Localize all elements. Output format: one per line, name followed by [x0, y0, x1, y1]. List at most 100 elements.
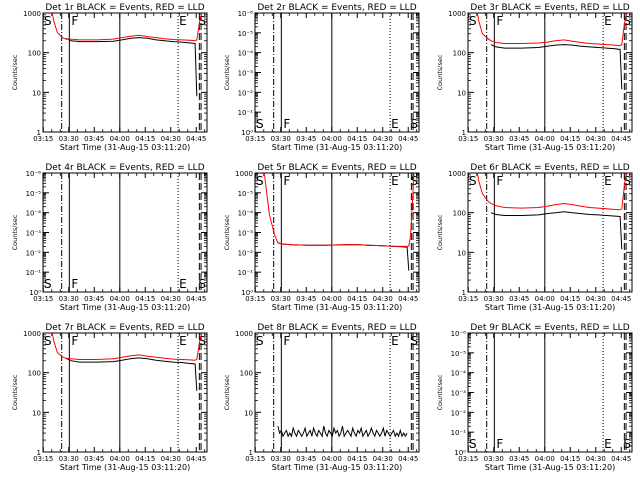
- series-events: [278, 243, 409, 271]
- y-tick-label: 10⁻¹: [26, 269, 42, 277]
- y-tick-label: 1000: [235, 170, 253, 178]
- event-letter: E: [604, 437, 612, 451]
- axis-frame: [43, 173, 207, 292]
- x-tick-label: 04:00: [322, 455, 342, 463]
- y-tick-label: 10: [32, 409, 41, 417]
- x-axis-label: Start Time (31-Aug-15 03:11:20): [272, 303, 403, 312]
- y-tick-label: 100: [453, 210, 466, 218]
- x-tick-label: 03:15: [458, 135, 478, 143]
- y-tick-label: 10⁻²: [451, 409, 467, 417]
- x-tick-label: 04:45: [611, 295, 631, 303]
- y-axis-label: Counts/sec: [11, 54, 19, 90]
- panel-title: Det 4r BLACK = Events, RED = LLD: [45, 163, 204, 173]
- x-tick-label: 03:45: [509, 455, 529, 463]
- panel-det-2: Det 2r BLACK = Events, RED = LLD10⁰10⁻¹1…: [223, 3, 419, 152]
- panel-det-4: Det 4r BLACK = Events, RED = LLD 10⁰ 10⁻¹ 1…: [11, 163, 207, 312]
- x-tick-label: 04:00: [535, 135, 555, 143]
- event-letter: F: [496, 14, 503, 28]
- y-axis-label: Counts/sec: [11, 214, 19, 250]
- y-tick-label: 10⁻³: [238, 70, 254, 78]
- x-axis-label: Start Time (31-Aug-15 03:11:20): [60, 463, 191, 472]
- y-tick-label: 10⁻⁵: [451, 350, 467, 358]
- x-tick-label: 03:30: [271, 135, 291, 143]
- y-tick-label: 10⁻⁶: [26, 170, 42, 178]
- panel-det-7: Det 7r BLACK = Events, RED = LLD 1 10 100 10…: [11, 323, 207, 472]
- y-tick-label: 10⁻⁴: [238, 210, 254, 218]
- event-letter: S: [44, 277, 52, 291]
- axis-frame: [468, 333, 632, 452]
- x-tick-label: 04:30: [586, 455, 606, 463]
- event-letter: S: [469, 174, 477, 188]
- x-tick-label: 04:15: [347, 135, 367, 143]
- x-tick-label: 03:15: [245, 455, 265, 463]
- event-letter: S: [44, 334, 52, 348]
- x-tick-label: 03:30: [59, 135, 79, 143]
- panel-title: Det 3r BLACK = Events, RED = LLD: [470, 3, 629, 13]
- y-tick-label: 10⁻¹: [238, 109, 254, 117]
- x-tick-label: 03:45: [509, 135, 529, 143]
- x-axis-label: Start Time (31-Aug-15 03:11:20): [272, 463, 403, 472]
- event-letter: F: [496, 437, 503, 451]
- event-letter: S: [256, 117, 264, 131]
- x-tick-label: 04:00: [110, 295, 130, 303]
- x-tick-label: 04:00: [110, 135, 130, 143]
- x-tick-label: 03:30: [59, 455, 79, 463]
- event-letter: E: [391, 334, 399, 348]
- y-tick-label: 10⁻⁵: [26, 190, 42, 198]
- panel-det-8: Det 8r BLACK = Events, RED = LLD11010010…: [223, 323, 419, 472]
- x-tick-label: 04:45: [186, 455, 206, 463]
- y-tick-label: 10⁻⁵: [238, 190, 254, 198]
- x-tick-label: 04:45: [398, 455, 418, 463]
- event-letter: E: [179, 334, 187, 348]
- series-events: [66, 38, 197, 97]
- y-axis-label: Counts/sec: [223, 374, 231, 410]
- x-tick-label: 03:30: [484, 295, 504, 303]
- x-tick-label: 04:30: [586, 295, 606, 303]
- y-tick-label: 10⁻³: [451, 390, 467, 398]
- event-letter: S: [410, 334, 418, 348]
- x-tick-label: 04:15: [347, 295, 367, 303]
- y-tick-label: 1000: [448, 10, 466, 18]
- y-tick-label: 10: [457, 249, 466, 257]
- x-tick-label: 04:15: [560, 295, 580, 303]
- panel-title: Det 1r BLACK = Events, RED = LLD: [45, 3, 204, 13]
- x-tick-label: 03:45: [509, 295, 529, 303]
- y-tick-label: 10⁻²: [238, 89, 254, 97]
- axis-frame: [43, 333, 207, 452]
- x-tick-label: 04:00: [322, 135, 342, 143]
- x-tick-label: 03:45: [84, 455, 104, 463]
- event-letter: S: [623, 437, 631, 451]
- event-letter: S: [256, 174, 264, 188]
- x-axis-label: Start Time (31-Aug-15 03:11:20): [485, 303, 616, 312]
- event-letter: F: [71, 277, 78, 291]
- x-tick-label: 03:15: [245, 295, 265, 303]
- x-tick-label: 04:30: [161, 135, 181, 143]
- series-events: [491, 212, 622, 249]
- event-letter: F: [71, 334, 78, 348]
- axis-frame: [255, 13, 419, 132]
- y-tick-label: 100: [240, 370, 253, 378]
- y-tick-label: 10⁻⁶: [451, 330, 467, 338]
- x-tick-label: 03:15: [458, 295, 478, 303]
- y-axis-label: Counts/sec: [436, 374, 444, 410]
- x-tick-label: 03:30: [271, 455, 291, 463]
- event-letter: E: [391, 117, 399, 131]
- panel-det-6: Det 6r BLACK = Events, RED = LLD 1 10 100 10…: [436, 163, 632, 312]
- event-letter: E: [179, 277, 187, 291]
- panel-det-9: Det 9r BLACK = Events, RED = LLD 10⁰ 10⁻¹ 1…: [436, 323, 632, 472]
- event-letter: F: [283, 117, 290, 131]
- event-letter: E: [391, 174, 399, 188]
- x-tick-label: 04:00: [535, 455, 555, 463]
- x-tick-label: 03:45: [84, 135, 104, 143]
- x-tick-label: 04:30: [373, 135, 393, 143]
- event-letter: S: [469, 14, 477, 28]
- x-tick-label: 04:45: [611, 135, 631, 143]
- event-letter: E: [604, 14, 612, 28]
- x-tick-label: 03:45: [296, 295, 316, 303]
- x-tick-label: 04:15: [135, 135, 155, 143]
- event-letter: F: [496, 174, 503, 188]
- x-axis-label: Start Time (31-Aug-15 03:11:20): [272, 143, 403, 152]
- x-tick-label: 04:15: [347, 455, 367, 463]
- x-tick-label: 04:00: [535, 295, 555, 303]
- event-letter: F: [71, 14, 78, 28]
